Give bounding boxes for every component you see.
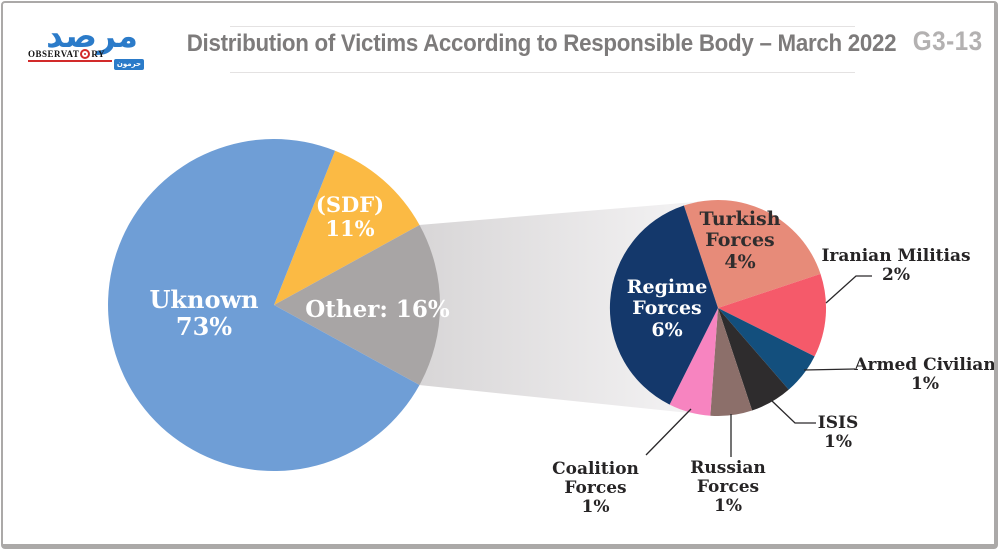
label-armed-name: Armed Civilian xyxy=(854,355,996,375)
label-sdf-name: (SDF) xyxy=(315,192,385,217)
main-pie xyxy=(108,139,441,472)
chart-title: Distribution of Victims According to Res… xyxy=(186,30,897,57)
label-iranian-name: Iranian Militias xyxy=(821,246,971,266)
label-isis-name: ISIS xyxy=(817,413,859,433)
logo-arabic-wordmark: مرصد xyxy=(46,16,139,55)
label-regime-line2: Forces xyxy=(632,297,702,320)
label-regime-line1: Regime xyxy=(626,276,708,298)
label-coalition-forces: Coalition Forces 1% xyxy=(519,459,672,518)
label-unknown-name: Uknown xyxy=(149,285,259,314)
logo-latin-right: RY xyxy=(91,49,106,60)
logo-target-icon xyxy=(80,49,91,60)
label-russian-line1: Russian xyxy=(690,458,766,478)
label-coalition-pct: 1% xyxy=(581,497,610,518)
leader-armed-civilian xyxy=(803,368,856,371)
label-turkish-line2: Forces xyxy=(705,229,775,252)
pie-slice-sdf xyxy=(274,150,420,305)
label-turkish-line1: Turkish xyxy=(699,208,781,230)
pie-slice-regime-forces xyxy=(609,205,718,405)
title-rule-top xyxy=(230,26,855,27)
label-armed-pct: 1% xyxy=(911,374,939,395)
pie-slice-turkish-forces xyxy=(683,199,821,308)
pie-slice-other xyxy=(274,225,441,385)
label-unknown-pct: 73% xyxy=(175,311,233,341)
label-turkish-forces: Turkish Forces 4% xyxy=(690,208,790,273)
label-sdf: (SDF) 11% xyxy=(300,193,400,240)
label-russian-pct: 1% xyxy=(714,496,742,517)
pie-slice-armed-civilian xyxy=(718,308,815,390)
label-regime-pct: 6% xyxy=(651,318,683,341)
title-rule-bottom xyxy=(230,72,855,73)
pie-slice-uknown xyxy=(108,139,420,472)
logo-latin-left: OBSERVAT xyxy=(28,49,80,60)
label-regime-forces: Regime Forces 6% xyxy=(617,276,717,341)
label-iranian-pct: 2% xyxy=(882,265,910,286)
pie-slice-isis xyxy=(718,308,789,411)
leader-isis xyxy=(771,400,816,424)
label-isis: ISIS 1% xyxy=(799,413,877,453)
label-isis-pct: 1% xyxy=(824,432,852,453)
label-turkish-pct: 4% xyxy=(724,250,756,273)
leader-iranian-militias xyxy=(825,275,872,304)
logo-latin-wordmark: OBSERVAT RY xyxy=(28,49,138,60)
label-coalition-name: Coalition Forces xyxy=(552,459,639,499)
label-armed-civilian: Armed Civilian 1% xyxy=(850,355,1000,395)
pie-slice-iranian-militias xyxy=(718,273,827,357)
pie-slice-russian-forces xyxy=(710,308,753,416)
label-russian-forces: Russian Forces 1% xyxy=(668,458,788,517)
label-iranian-militias: Iranian Militias 2% xyxy=(820,246,972,286)
label-russian-line2: Forces xyxy=(696,477,760,498)
label-unknown: Uknown 73% xyxy=(129,285,279,341)
pie-slice-coalition-forces xyxy=(669,308,718,416)
logo-red-underline xyxy=(28,60,112,63)
breakout-pie xyxy=(609,199,827,416)
leader-coalition-forces xyxy=(645,408,692,456)
label-sdf-pct: 11% xyxy=(325,215,375,241)
logo-badge: حرمون xyxy=(113,59,144,70)
figure-code: G3-13 xyxy=(913,26,983,56)
label-other: Other: 16% xyxy=(305,297,450,323)
logo: مرصد OBSERVAT RY حرمون xyxy=(28,16,144,72)
label-other-text: Other: 16% xyxy=(305,296,450,323)
